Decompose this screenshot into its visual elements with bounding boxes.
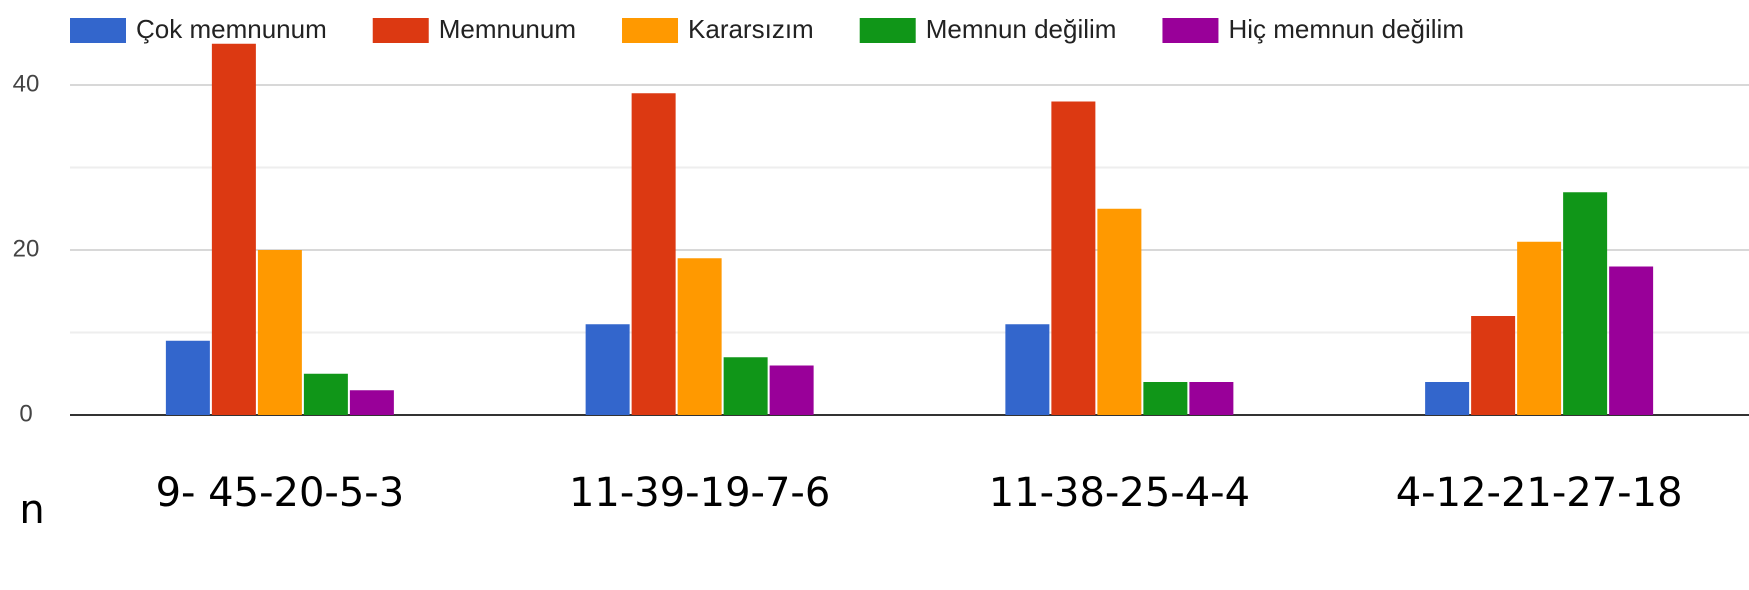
bar [1189,382,1234,415]
bar [769,365,814,415]
bar [1051,101,1096,415]
bar [1425,382,1470,415]
bar [1005,324,1050,415]
legend-swatch [70,18,126,43]
legend-label: Memnunum [439,14,576,44]
bar [303,373,348,415]
legend-swatch [859,18,916,43]
legend-label: Hiç memnun değilim [1228,14,1464,44]
y-tick-label: 40 [13,70,40,97]
legend-label: Kararsızım [688,14,814,44]
bar [349,390,394,415]
legend-label: Memnun değilim [926,14,1117,44]
bar [1517,241,1562,415]
x-tick-label: 11-39-19-7-6 [569,470,830,516]
bar [257,250,302,415]
x-tick-label: 4-12-21-27-18 [1396,470,1683,516]
bar [1097,208,1142,415]
legend-swatch [622,18,679,43]
annotation: n [19,487,44,533]
bar [211,43,256,415]
bar [723,357,768,415]
x-tick-label: 11-38-25-4-4 [989,470,1250,516]
y-tick-label: 0 [19,400,32,427]
bar [1563,192,1608,415]
bar [585,324,630,415]
bar [165,340,210,415]
legend-swatch [1162,18,1219,43]
bar [1471,316,1516,415]
legend-label: Çok memnunum [136,14,327,44]
bar [677,258,722,415]
legend-swatch [372,18,429,43]
bar [631,93,676,415]
y-tick-label: 20 [13,235,40,262]
bar [1609,266,1654,415]
x-tick-label: 9- 45-20-5-3 [156,470,405,516]
bar [1143,382,1188,415]
